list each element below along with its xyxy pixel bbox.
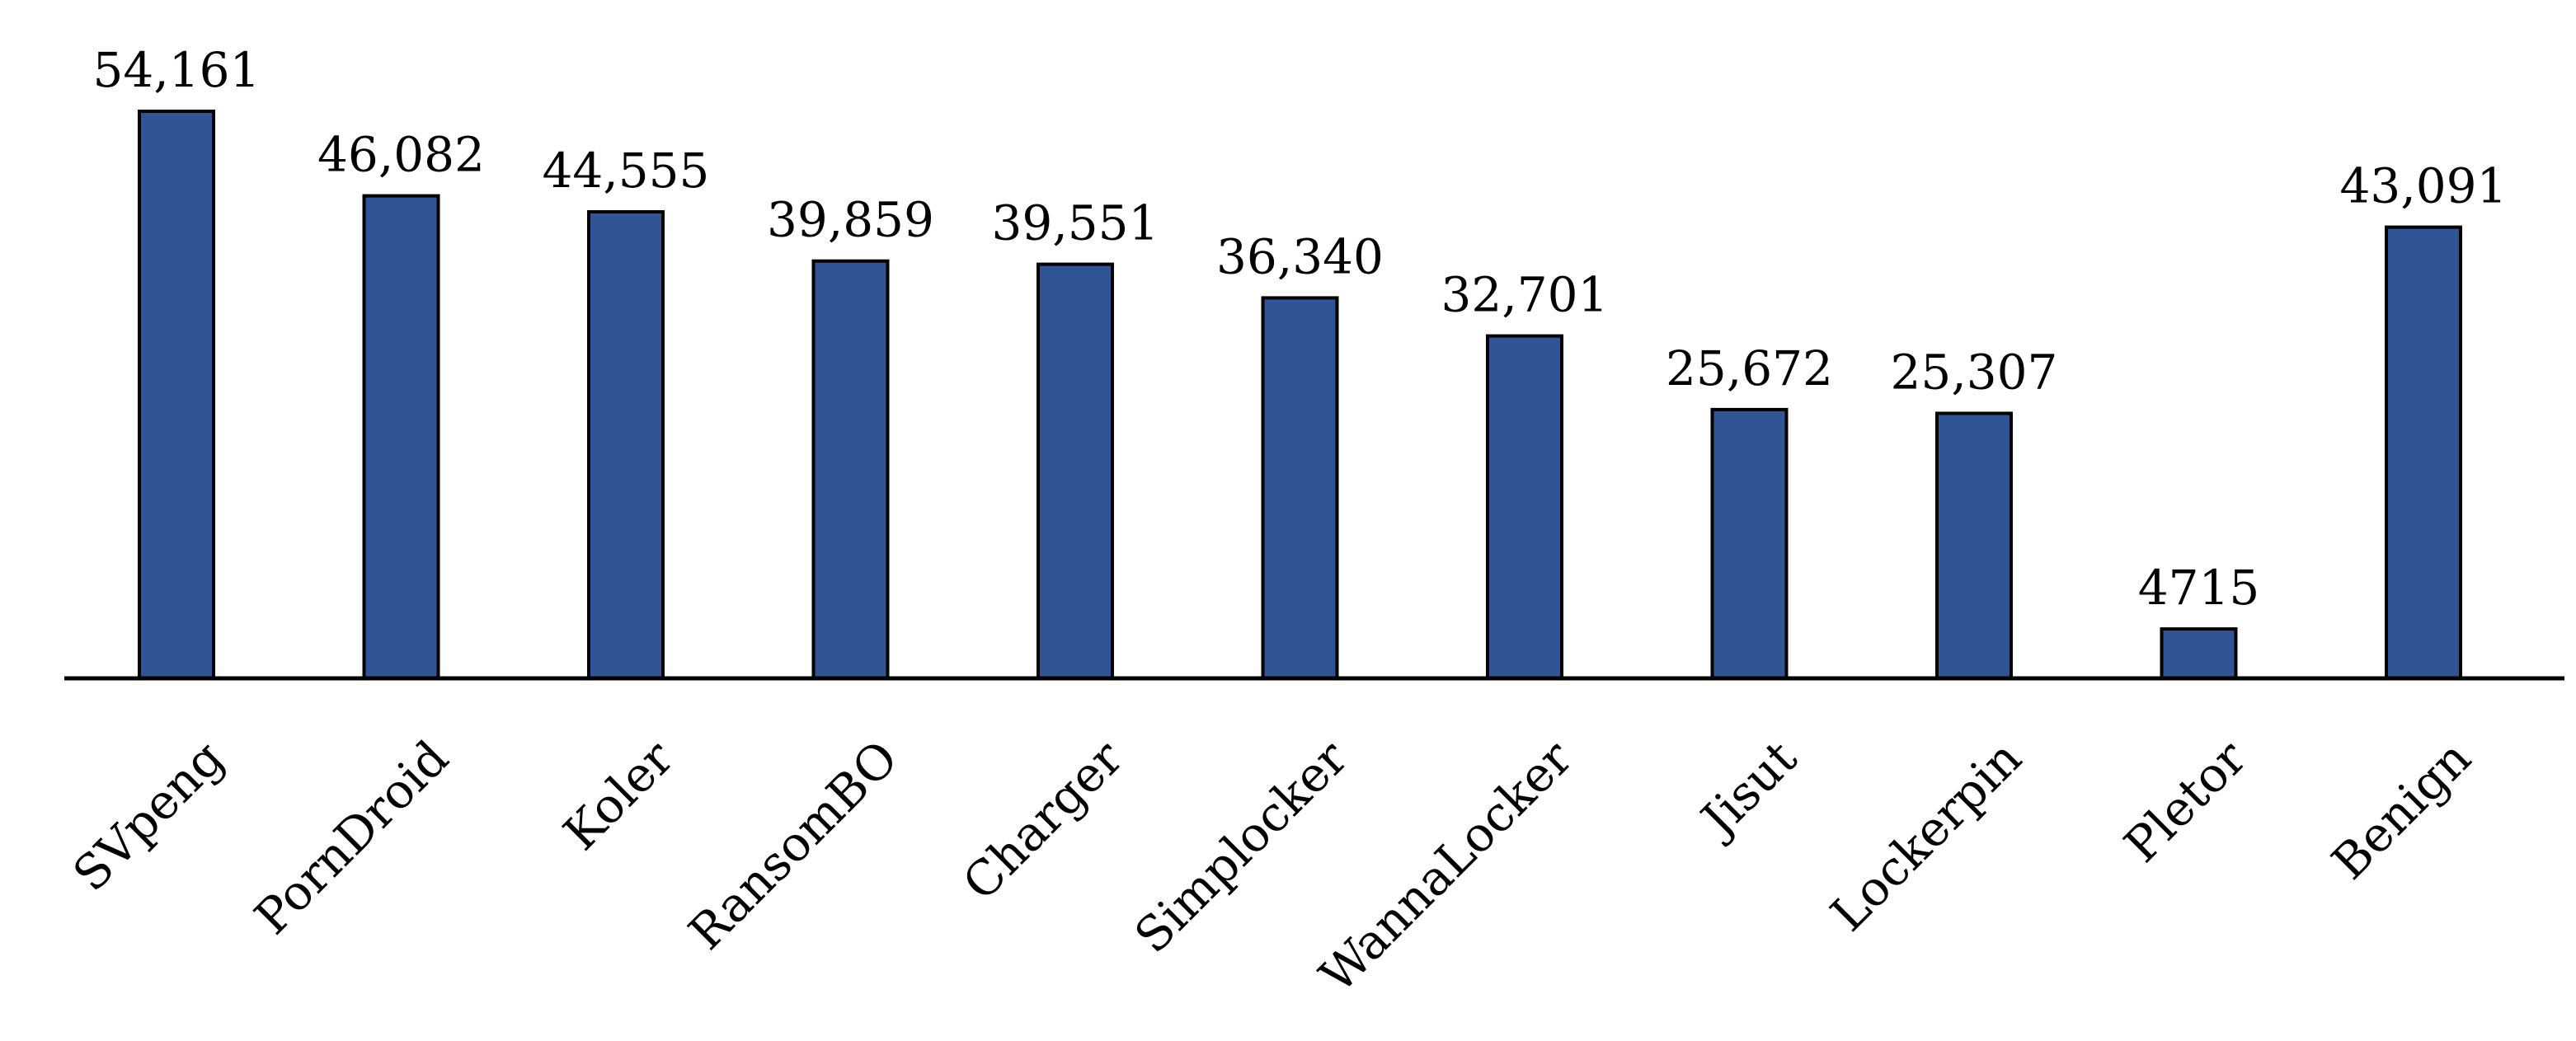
data-label-wannalocker: 32,701 — [1441, 267, 1609, 323]
bar-benign — [2385, 225, 2462, 681]
data-label-charger: 39,551 — [992, 195, 1159, 251]
data-label-koler: 44,555 — [543, 143, 710, 199]
tick-label-koler: Koler — [552, 729, 684, 860]
data-label-benign: 43,091 — [2340, 158, 2508, 214]
tick-label-lockerpin: Lockerpin — [1820, 729, 2032, 941]
data-labels-group: 54,161 46,082 44,555 39,859 39,551 36,340 32,7… — [93, 42, 2508, 616]
tick-label-benign: Benign — [2321, 729, 2482, 890]
data-label-jisut: 25,672 — [1666, 340, 1833, 396]
bars-group — [138, 110, 2462, 681]
tick-label-svpeng: SVpeng — [62, 729, 234, 902]
tick-label-charger: Charger — [952, 729, 1133, 911]
bar-jisut — [1710, 407, 1789, 680]
tick-label-simplocker: Simplocker — [1124, 729, 1358, 964]
bar-svpeng — [138, 110, 215, 680]
data-label-svpeng: 54,161 — [93, 42, 261, 98]
bar-koler — [587, 210, 665, 680]
bar-charger — [1037, 262, 1114, 680]
tick-label-pletor: Pletor — [2113, 729, 2257, 873]
data-label-lockerpin: 25,307 — [1891, 345, 2058, 401]
tick-label-porndroid: PornDroid — [244, 729, 459, 945]
data-label-pletor: 4715 — [2138, 560, 2260, 616]
bar-pletor — [2160, 627, 2238, 680]
data-label-simplocker: 36,340 — [1216, 228, 1384, 284]
data-label-ransombo: 39,859 — [767, 192, 934, 248]
bar-lockerpin — [1935, 411, 2013, 680]
bar-wannalocker — [1486, 334, 1563, 680]
tick-label-jisut: Jisut — [1688, 729, 1807, 849]
data-label-porndroid: 46,082 — [317, 127, 485, 183]
bar-porndroid — [362, 194, 440, 681]
bar-ransombo — [811, 259, 890, 680]
tick-label-ransombo: RansomBO — [678, 729, 909, 960]
bar-simplocker — [1261, 296, 1339, 680]
